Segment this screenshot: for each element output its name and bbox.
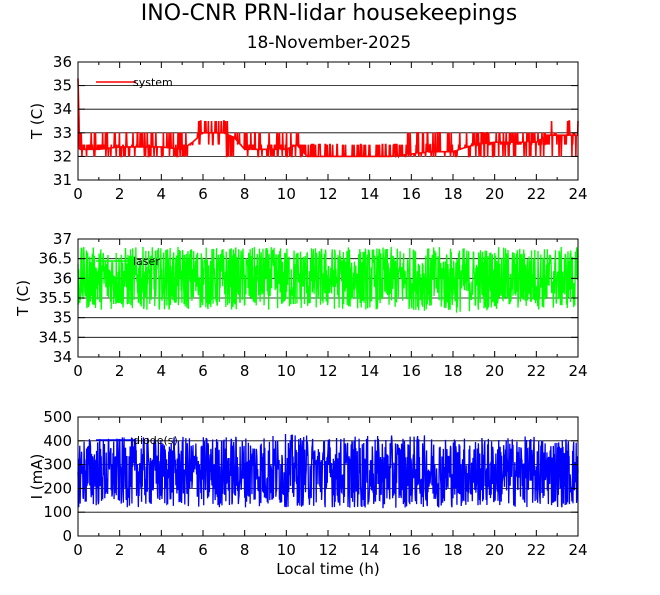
x-tick-label: 8 — [240, 185, 250, 203]
x-tick-label: 24 — [568, 185, 587, 203]
x-tick-label: 14 — [360, 185, 379, 203]
x-tick-label: 8 — [240, 541, 250, 559]
x-tick-label: 2 — [115, 541, 125, 559]
x-tick-label: 12 — [318, 362, 337, 380]
y-tick-label: 35 — [53, 77, 72, 95]
y-tick-label: 100 — [43, 503, 72, 521]
x-tick-label: 4 — [157, 362, 167, 380]
x-tick-label: 24 — [568, 541, 587, 559]
y-tick-label: 400 — [43, 432, 72, 450]
y-tick-label: 500 — [43, 408, 72, 426]
x-tick-label: 18 — [443, 541, 462, 559]
x-tick-label: 10 — [277, 185, 296, 203]
x-tick-label: 22 — [527, 541, 546, 559]
x-tick-label: 8 — [240, 362, 250, 380]
y-tick-label: 35.5 — [39, 289, 72, 307]
x-tick-label: 12 — [318, 185, 337, 203]
series-line — [77, 246, 579, 313]
series-system — [77, 78, 579, 159]
y-tick-label: 33 — [53, 124, 72, 142]
x-tick-label: 0 — [73, 541, 83, 559]
y-tick-label: 31 — [53, 171, 72, 189]
x-tick-label: 18 — [443, 362, 462, 380]
x-tick-label: 4 — [157, 185, 167, 203]
x-tick-label: 16 — [402, 541, 421, 559]
y-axis-label: T (C) — [14, 280, 32, 317]
legend-label: system — [133, 76, 173, 89]
y-tick-label: 36 — [53, 53, 72, 71]
x-axis-label: Local time (h) — [276, 560, 380, 578]
x-tick-label: 10 — [277, 362, 296, 380]
x-tick-label: 18 — [443, 185, 462, 203]
x-tick-label: 22 — [527, 362, 546, 380]
x-tick-label: 6 — [198, 362, 208, 380]
panel-3: diode(s)0 2 4 6 8 10 12 14 16 18 20 22 2401002003004… — [28, 408, 588, 559]
y-tick-label: 36 — [53, 269, 72, 287]
y-tick-label: 35 — [53, 309, 72, 327]
legend-label: laser — [133, 255, 160, 268]
x-tick-label: 16 — [402, 185, 421, 203]
y-tick-label: 300 — [43, 456, 72, 474]
x-tick-label: 6 — [198, 541, 208, 559]
x-tick-label: 4 — [157, 541, 167, 559]
series-diode-s- — [77, 433, 579, 509]
series-line — [77, 78, 579, 159]
x-tick-label: 20 — [485, 541, 504, 559]
x-tick-label: 20 — [485, 185, 504, 203]
y-axis-label: T (C) — [28, 103, 46, 140]
y-tick-label: 34.5 — [39, 328, 72, 346]
y-tick-label: 37 — [53, 230, 72, 248]
x-tick-label: 24 — [568, 362, 587, 380]
series-line — [77, 433, 579, 509]
x-tick-label: 6 — [198, 185, 208, 203]
chart-subtitle: 18-November-2025 — [247, 33, 412, 53]
x-tick-label: 10 — [277, 541, 296, 559]
x-tick-label: 22 — [527, 185, 546, 203]
x-tick-label: 14 — [360, 362, 379, 380]
legend-label: diode(s) — [133, 434, 178, 447]
y-tick-label: 34 — [53, 348, 72, 366]
y-tick-label: 200 — [43, 479, 72, 497]
x-tick-label: 12 — [318, 541, 337, 559]
x-tick-label: 2 — [115, 185, 125, 203]
y-tick-label: 36.5 — [39, 250, 72, 268]
x-tick-label: 0 — [73, 185, 83, 203]
chart-title: INO-CNR PRN-lidar housekeepings — [141, 1, 517, 26]
y-axis-label: I (mA) — [28, 454, 46, 500]
y-tick-label: 32 — [53, 147, 72, 165]
x-tick-label: 14 — [360, 541, 379, 559]
x-tick-label: 2 — [115, 362, 125, 380]
x-tick-label: 16 — [402, 362, 421, 380]
x-tick-label: 20 — [485, 362, 504, 380]
y-tick-label: 34 — [53, 100, 72, 118]
x-tick-label: 0 — [73, 362, 83, 380]
series-laser — [77, 246, 579, 313]
y-tick-label: 0 — [62, 527, 72, 545]
